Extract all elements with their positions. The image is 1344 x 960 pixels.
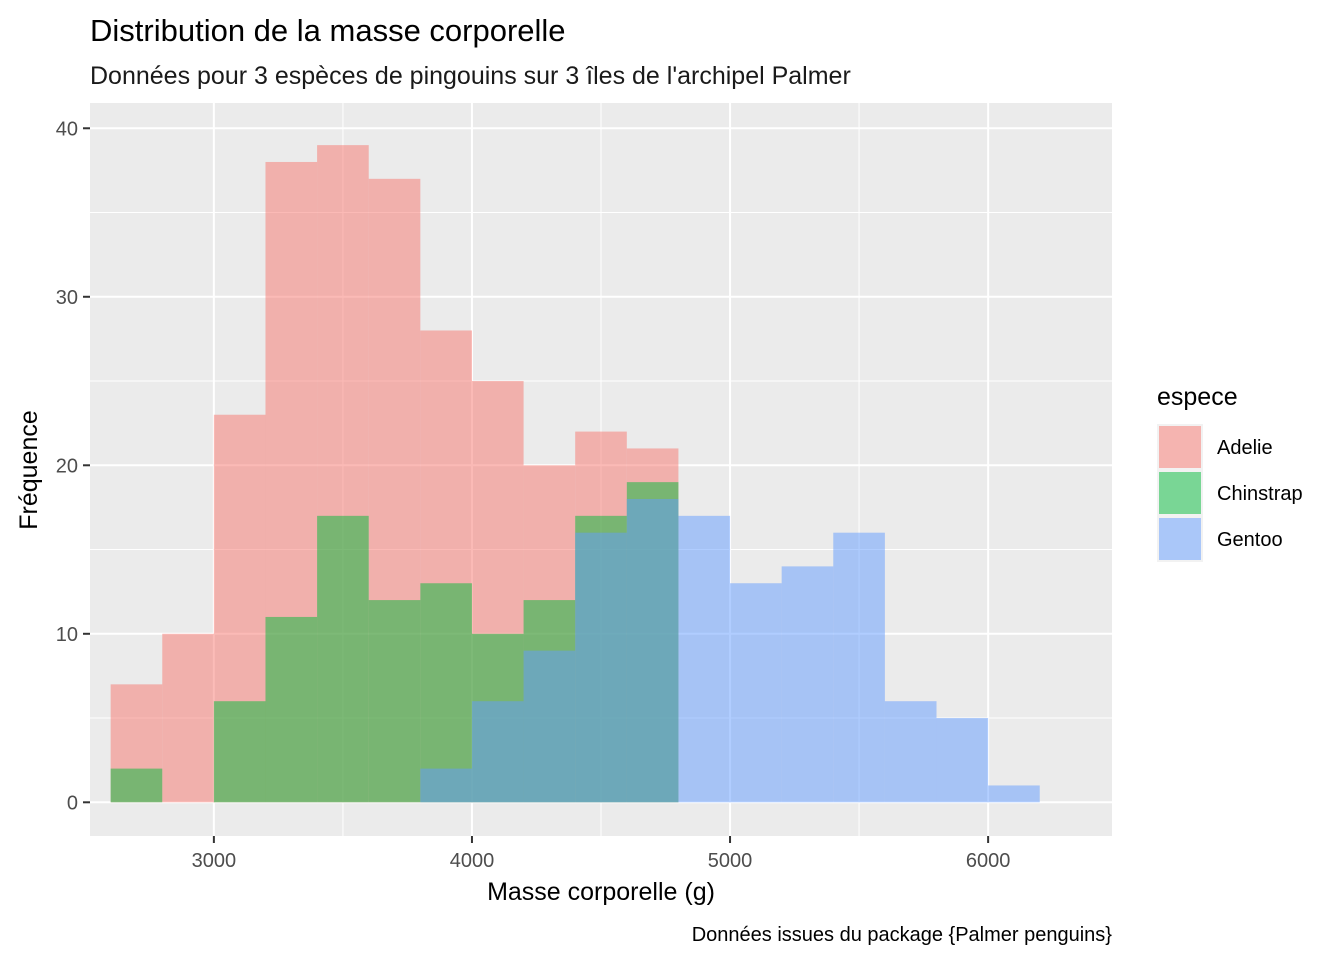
axis-ticks: 3000 4000 5000 6000 0 10 20 30 40: [56, 118, 1011, 872]
bar-gentoo: [884, 701, 937, 803]
histogram-bars: [110, 145, 1040, 803]
x-tick-label: 3000: [192, 850, 237, 872]
y-tick-label: 0: [67, 792, 78, 814]
legend-swatch-gentoo: [1159, 518, 1201, 560]
bar-gentoo: [678, 515, 731, 803]
bar-chinstrap: [213, 701, 266, 803]
y-axis-title: Fréquence: [15, 410, 43, 530]
y-tick-label: 40: [56, 118, 78, 140]
chart-title: Distribution de la masse corporelle: [90, 13, 566, 48]
x-tick-label: 4000: [450, 850, 495, 872]
bar-chinstrap: [265, 616, 318, 803]
bar-gentoo: [523, 650, 576, 803]
y-tick-label: 10: [56, 624, 78, 646]
legend-items: Adelie Chinstrap Gentoo: [1157, 424, 1303, 562]
bar-gentoo: [471, 701, 524, 803]
bar-gentoo: [730, 583, 782, 803]
y-tick-label: 20: [56, 455, 78, 477]
legend-title: espece: [1157, 383, 1238, 411]
x-axis-title: Masse corporelle (g): [487, 878, 715, 906]
bar-gentoo: [420, 768, 472, 803]
chart-subtitle: Données pour 3 espèces de pingouins sur …: [90, 62, 851, 90]
legend: espece Adelie Chinstrap Gentoo: [1157, 383, 1303, 562]
bar-gentoo: [988, 785, 1040, 803]
bar-chinstrap: [368, 600, 421, 803]
x-tick-label: 5000: [708, 850, 753, 872]
chart-caption: Données issues du package {Palmer pengui…: [692, 924, 1113, 946]
legend-label-chinstrap: Chinstrap: [1217, 483, 1303, 505]
legend-swatch-chinstrap: [1159, 472, 1201, 514]
y-tick-label: 30: [56, 287, 78, 309]
bar-adelie: [162, 633, 214, 803]
bar-chinstrap: [110, 768, 163, 803]
legend-label-gentoo: Gentoo: [1217, 529, 1283, 551]
x-tick-label: 6000: [966, 850, 1011, 872]
bar-gentoo: [936, 718, 989, 803]
bar-gentoo: [833, 532, 885, 803]
bar-chinstrap: [317, 515, 369, 803]
legend-swatch-adelie: [1159, 426, 1201, 468]
bar-gentoo: [781, 566, 834, 803]
legend-label-adelie: Adelie: [1217, 437, 1273, 459]
bar-chinstrap: [420, 583, 472, 803]
bar-gentoo: [575, 532, 627, 803]
bar-gentoo: [626, 498, 679, 803]
